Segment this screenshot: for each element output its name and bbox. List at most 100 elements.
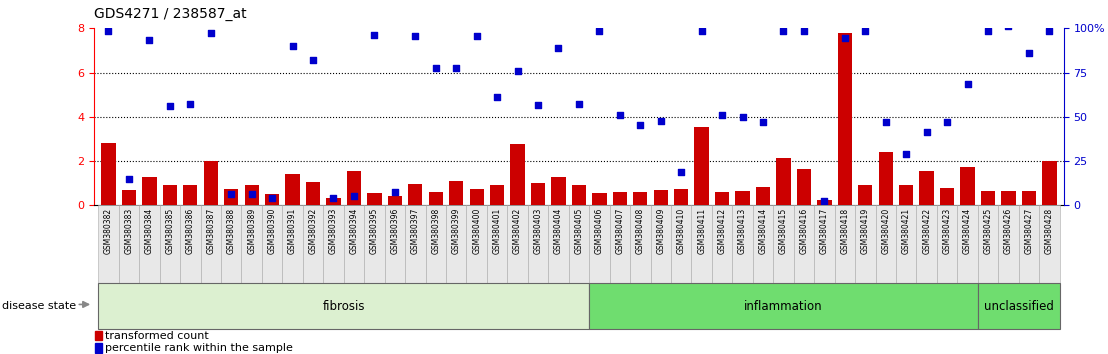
Text: GSM380414: GSM380414 [759, 208, 768, 254]
Bar [695, 127, 709, 205]
Bar [224, 189, 238, 205]
Bar [711, 205, 732, 283]
Point [733, 114, 751, 120]
Bar [531, 183, 545, 205]
Bar [466, 205, 486, 283]
Bar [490, 185, 504, 205]
Bar [327, 198, 340, 205]
Bar [752, 205, 773, 283]
Point [611, 112, 628, 118]
Point [182, 101, 199, 107]
Bar [777, 158, 791, 205]
Bar [793, 205, 814, 283]
Point [835, 35, 853, 41]
Bar [756, 187, 770, 205]
Bar [940, 188, 954, 205]
Text: GSM380405: GSM380405 [574, 208, 584, 254]
Point [345, 194, 362, 199]
Text: GSM380417: GSM380417 [820, 208, 829, 254]
Point [652, 118, 669, 124]
Point [427, 65, 444, 71]
Bar [613, 192, 627, 205]
Text: transformed count: transformed count [105, 331, 208, 341]
Bar [920, 171, 934, 205]
Bar [160, 205, 181, 283]
Bar [814, 205, 834, 283]
Text: GSM380396: GSM380396 [390, 208, 399, 254]
Bar [527, 205, 548, 283]
Text: GSM380425: GSM380425 [984, 208, 993, 254]
Text: GSM380410: GSM380410 [677, 208, 686, 254]
Point [570, 101, 587, 107]
Bar [937, 205, 957, 283]
Bar [916, 205, 937, 283]
Text: fibrosis: fibrosis [322, 300, 365, 313]
Text: GSM380386: GSM380386 [186, 208, 195, 254]
Text: GSM380388: GSM380388 [227, 208, 236, 254]
Text: GSM380423: GSM380423 [943, 208, 952, 254]
Bar [654, 190, 668, 205]
Point [774, 28, 792, 33]
Text: GSM380426: GSM380426 [1004, 208, 1013, 254]
Text: GSM380390: GSM380390 [268, 208, 277, 254]
Text: GSM380407: GSM380407 [615, 208, 624, 254]
Bar [1002, 191, 1016, 205]
Text: GSM380427: GSM380427 [1025, 208, 1034, 254]
Point [979, 28, 997, 33]
Text: GSM380406: GSM380406 [595, 208, 604, 254]
Point [1020, 50, 1038, 56]
Bar [181, 205, 201, 283]
Bar [429, 192, 443, 205]
Text: inflammation: inflammation [745, 300, 823, 313]
Bar [142, 177, 156, 205]
Point [448, 65, 465, 71]
Bar [671, 205, 691, 283]
Bar [384, 205, 406, 283]
Text: GSM380394: GSM380394 [349, 208, 359, 254]
Bar [220, 205, 242, 283]
Point [366, 32, 383, 38]
Text: GSM380400: GSM380400 [472, 208, 481, 254]
Bar [99, 283, 589, 329]
Bar [245, 185, 259, 205]
Text: GSM380401: GSM380401 [493, 208, 502, 254]
Bar [449, 181, 463, 205]
Point [856, 28, 874, 33]
Text: GSM380418: GSM380418 [840, 208, 850, 254]
Point [714, 112, 731, 118]
Point [958, 81, 976, 86]
Text: GSM380409: GSM380409 [656, 208, 665, 254]
Text: percentile rank within the sample: percentile rank within the sample [105, 343, 293, 353]
Bar [1039, 205, 1059, 283]
Point [100, 28, 117, 33]
Text: GSM380421: GSM380421 [902, 208, 911, 254]
Point [550, 45, 567, 51]
Bar [691, 205, 711, 283]
Bar [406, 205, 425, 283]
Text: GSM380392: GSM380392 [308, 208, 318, 254]
Point [386, 189, 403, 195]
Text: GSM380411: GSM380411 [697, 208, 706, 254]
Bar [122, 190, 136, 205]
Text: GSM380385: GSM380385 [165, 208, 174, 254]
Bar [797, 169, 811, 205]
Point [796, 28, 813, 33]
Bar [101, 143, 115, 205]
Text: GSM380419: GSM380419 [861, 208, 870, 254]
Point [692, 28, 710, 33]
Bar [592, 193, 606, 205]
Bar [548, 205, 568, 283]
Bar [286, 175, 300, 205]
Text: GSM380399: GSM380399 [452, 208, 461, 254]
Text: GSM380422: GSM380422 [922, 208, 931, 254]
Bar [447, 205, 466, 283]
Point [141, 38, 158, 43]
Point [632, 122, 649, 127]
Bar [896, 205, 916, 283]
Bar [324, 205, 343, 283]
Point [202, 30, 219, 36]
Bar [589, 205, 609, 283]
Text: GSM380415: GSM380415 [779, 208, 788, 254]
Bar [408, 184, 422, 205]
Text: GDS4271 / 238587_at: GDS4271 / 238587_at [94, 7, 247, 21]
